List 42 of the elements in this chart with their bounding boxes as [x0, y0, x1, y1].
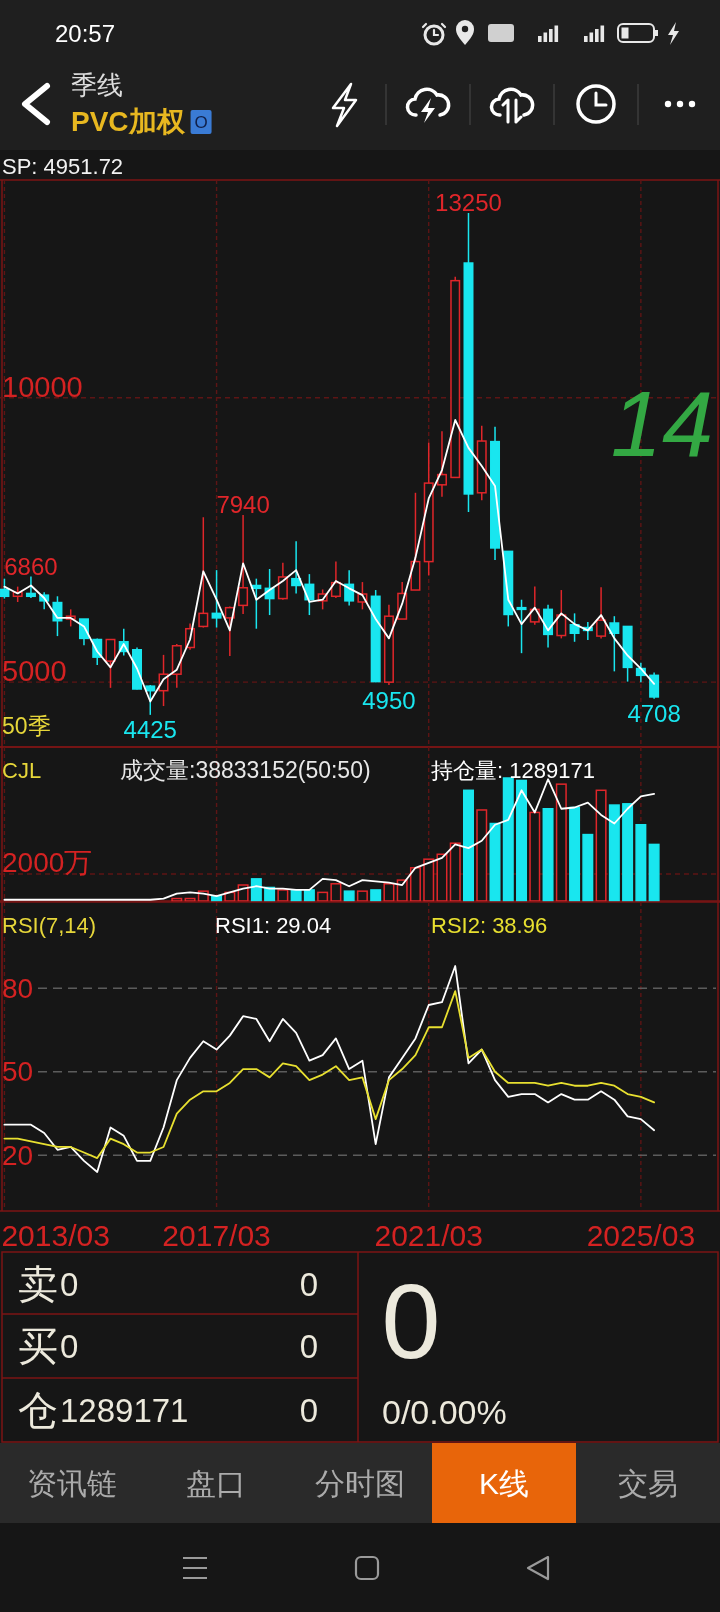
- category-label: 交易: [618, 1466, 678, 1500]
- y-tick-label: 80: [2, 972, 34, 1004]
- text: PVC加权: [71, 105, 186, 137]
- y-tick-label: 50: [2, 1056, 34, 1088]
- x-tick-label: 2021/03: [374, 1218, 483, 1252]
- text: 买0: [18, 1324, 79, 1368]
- annotation: 50季: [2, 713, 51, 739]
- annotation: 13250: [435, 189, 502, 217]
- text: 0: [381, 1262, 441, 1380]
- x-tick-label: 2025/03: [586, 1218, 696, 1252]
- category-label: 资讯链: [27, 1466, 117, 1500]
- annotation: 4950: [362, 686, 416, 714]
- category-label: K线: [478, 1466, 530, 1500]
- y-tick-label: 10000: [2, 370, 83, 403]
- text: 0: [299, 1265, 319, 1303]
- series-label: 持仓量: 1289171: [431, 757, 595, 783]
- text: 20:57: [55, 19, 116, 47]
- x-tick-label: 2013/03: [1, 1218, 110, 1252]
- text: RSI(7,14): [2, 912, 97, 938]
- ref-line-label: 2000万: [2, 847, 93, 879]
- annotation: 成交量:38833152(50:50): [120, 757, 371, 783]
- text: 季线: [71, 70, 123, 100]
- y-tick-label: 20: [2, 1139, 34, 1171]
- text: RSI2: 38.96: [431, 912, 548, 938]
- category-label: 分时图: [315, 1466, 405, 1500]
- text: 0: [299, 1391, 319, 1429]
- chart-title: SP: 4951.72: [2, 153, 124, 179]
- annotation: 14: [610, 373, 714, 475]
- text: 卖0: [18, 1262, 79, 1306]
- x-tick-label: 2017/03: [162, 1218, 271, 1252]
- chart-title: CJL: [2, 757, 42, 783]
- annotation: 4425: [123, 716, 177, 744]
- line-series: [3, 965, 656, 1173]
- text: 0: [299, 1327, 319, 1365]
- y-tick-label: 5000: [2, 655, 67, 688]
- category-label: 盘口: [186, 1466, 246, 1500]
- annotation: 6860: [4, 552, 58, 580]
- annotation: 7940: [216, 491, 270, 519]
- text: RSI1: 29.04: [215, 912, 332, 938]
- text: 仓1289171: [18, 1388, 189, 1432]
- text: 0/0.00%: [382, 1393, 507, 1431]
- annotation: 4708: [627, 700, 681, 728]
